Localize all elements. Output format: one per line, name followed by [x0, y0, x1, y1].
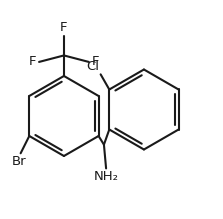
Text: Br: Br: [12, 155, 27, 168]
Text: Cl: Cl: [87, 60, 99, 73]
Text: F: F: [60, 21, 68, 34]
Text: F: F: [91, 55, 99, 68]
Text: NH₂: NH₂: [94, 170, 119, 182]
Text: F: F: [29, 55, 37, 68]
